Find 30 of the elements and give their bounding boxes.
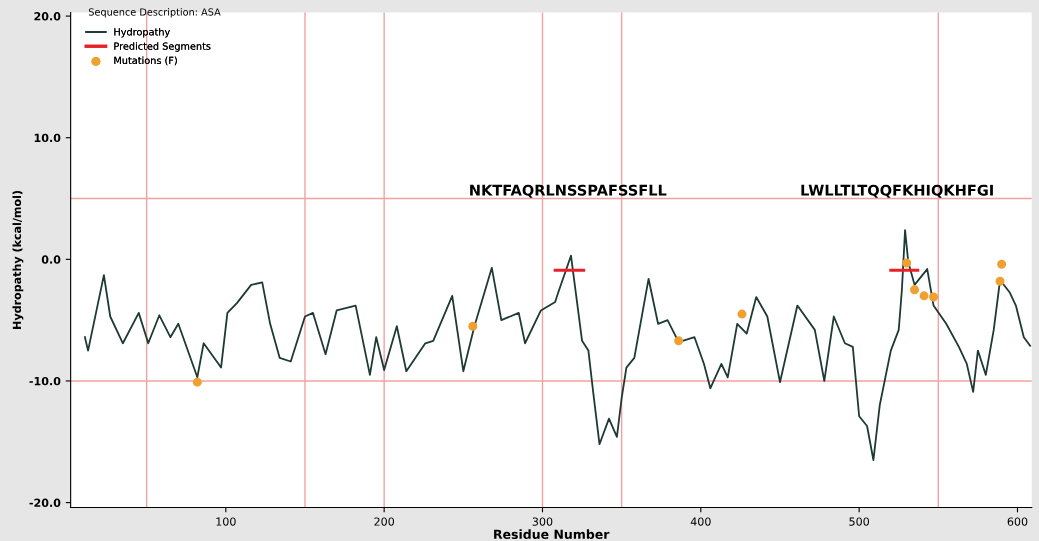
- x-tick-label: 500: [849, 517, 870, 526]
- point: [919, 291, 929, 301]
- legend-label: Predicted Segments: [114, 42, 211, 52]
- x-tick-label: 100: [216, 517, 236, 526]
- point: [910, 285, 920, 295]
- point: [468, 321, 478, 331]
- point: [737, 309, 747, 319]
- legend-label: Mutations (F): [114, 56, 177, 66]
- y-axis-title: Hydropathy (kcal/mol): [12, 190, 24, 329]
- point: [995, 276, 1005, 286]
- y-tick-label: -10.0: [29, 376, 61, 386]
- point: [192, 377, 202, 387]
- chart-title: Sequence Description: ASA: [88, 8, 221, 18]
- y-tick-label: 0.0: [41, 255, 61, 264]
- x-tick-label: 200: [374, 517, 395, 526]
- x-axis-title: Residue Number: [494, 529, 610, 539]
- point: [929, 292, 939, 302]
- point: [902, 258, 912, 268]
- y-tick-label: -20.0: [29, 498, 61, 507]
- x-tick-label: 300: [532, 517, 553, 526]
- x-tick-label: 600: [1007, 517, 1028, 526]
- annotation: LWLLTLTQQFKHIQKHFGI: [801, 184, 993, 198]
- point: [674, 336, 684, 346]
- y-tick-label: 20.0: [34, 12, 61, 21]
- legend-label: Hydropathy: [114, 28, 170, 38]
- annotation: NKTFAQRLNSSPAFSSFLL: [470, 184, 667, 198]
- y-tick-label: 10.0: [34, 133, 61, 143]
- x-tick-label: 400: [690, 517, 711, 526]
- line-series: [83, 229, 1032, 461]
- point: [997, 259, 1007, 269]
